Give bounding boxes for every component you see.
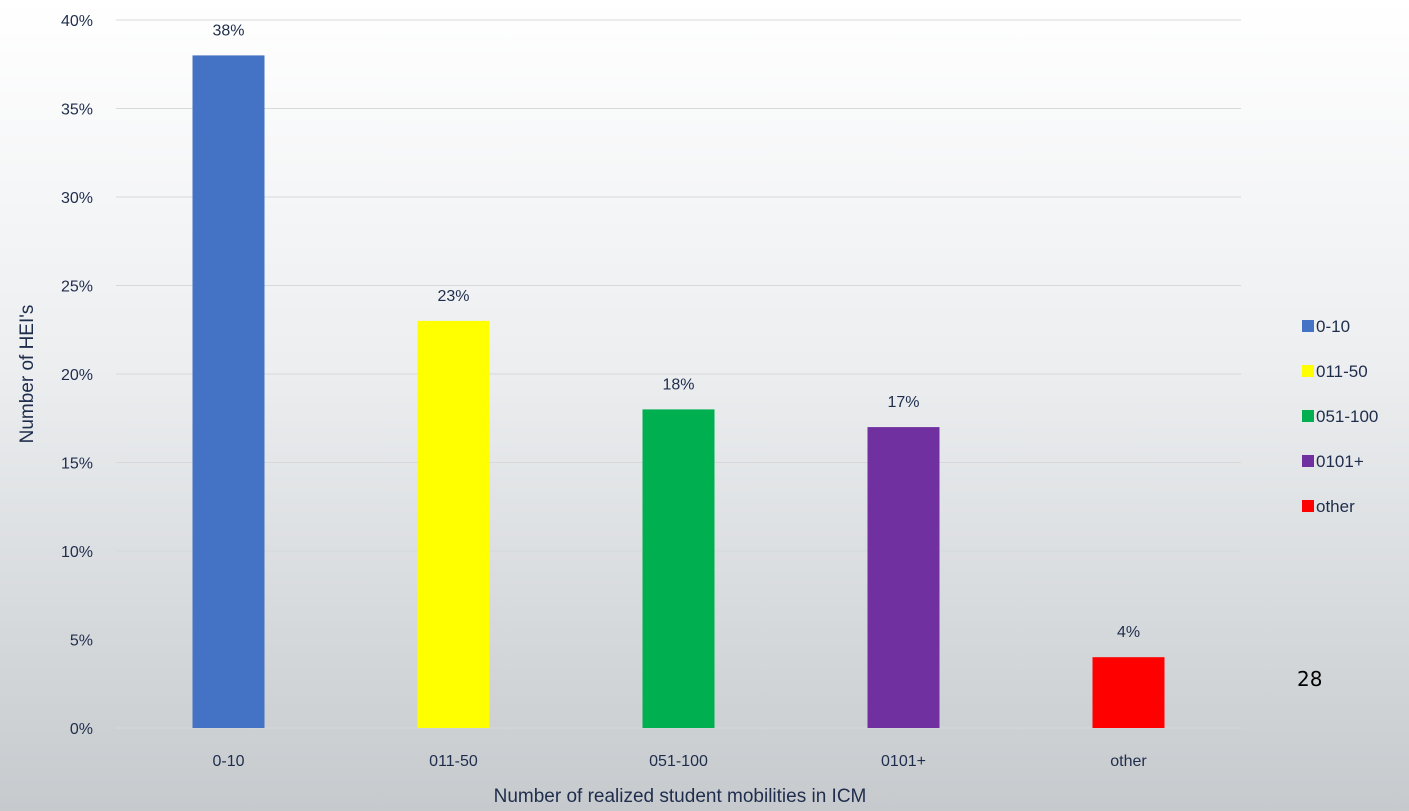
x-tick-label: 011-50 <box>429 753 478 770</box>
legend-swatch <box>1302 365 1314 377</box>
y-axis-title: Number of HEI's <box>17 305 38 444</box>
y-tick-label: 40% <box>61 13 93 30</box>
legend-label: 011-50 <box>1316 362 1368 381</box>
bar-011-50 <box>417 320 490 728</box>
legend-label: 0101+ <box>1316 452 1364 471</box>
y-tick-label: 20% <box>61 367 93 384</box>
gridlines <box>116 19 1241 729</box>
x-tick-label: other <box>1110 753 1147 770</box>
bar-other <box>1092 657 1165 728</box>
bar-0-10 <box>192 55 265 728</box>
legend: 0-10 011-50 051-100 0101+ other <box>1302 317 1378 516</box>
y-tick-label: 35% <box>61 102 93 119</box>
bar-0101+ <box>867 427 940 728</box>
x-tick-label: 0101+ <box>881 753 926 770</box>
data-label: 23% <box>437 288 469 305</box>
y-tick-label: 25% <box>61 279 93 296</box>
y-tick-label: 30% <box>61 190 93 207</box>
x-axis-ticks: 0-10 011-50 051-100 0101+ other <box>212 753 1147 770</box>
legend-swatch <box>1302 320 1314 332</box>
data-label: 38% <box>212 22 244 39</box>
x-tick-label: 051-100 <box>649 753 708 770</box>
data-label: 4% <box>1117 624 1140 641</box>
y-tick-label: 15% <box>61 456 93 473</box>
y-tick-label: 0% <box>70 721 93 738</box>
legend-label: 051-100 <box>1316 407 1378 426</box>
data-label: 17% <box>887 394 919 411</box>
legend-label: 0-10 <box>1316 317 1350 336</box>
y-tick-label: 10% <box>61 544 93 561</box>
data-label: 18% <box>662 376 694 393</box>
bar-051-100 <box>642 409 715 728</box>
legend-swatch <box>1302 500 1314 512</box>
y-tick-label: 5% <box>70 633 93 650</box>
legend-swatch <box>1302 410 1314 422</box>
y-axis-ticks: 0% 5% 10% 15% 20% 25% 30% 35% 40% <box>61 13 93 738</box>
legend-label: other <box>1316 497 1355 516</box>
page-number: 28 <box>1297 667 1322 691</box>
data-labels: 38% 23% 18% 17% 4% <box>212 22 1140 641</box>
x-tick-label: 0-10 <box>212 753 244 770</box>
bars <box>192 55 1165 728</box>
x-axis-title: Number of realized student mobilities in… <box>494 786 867 807</box>
legend-swatch <box>1302 455 1314 467</box>
